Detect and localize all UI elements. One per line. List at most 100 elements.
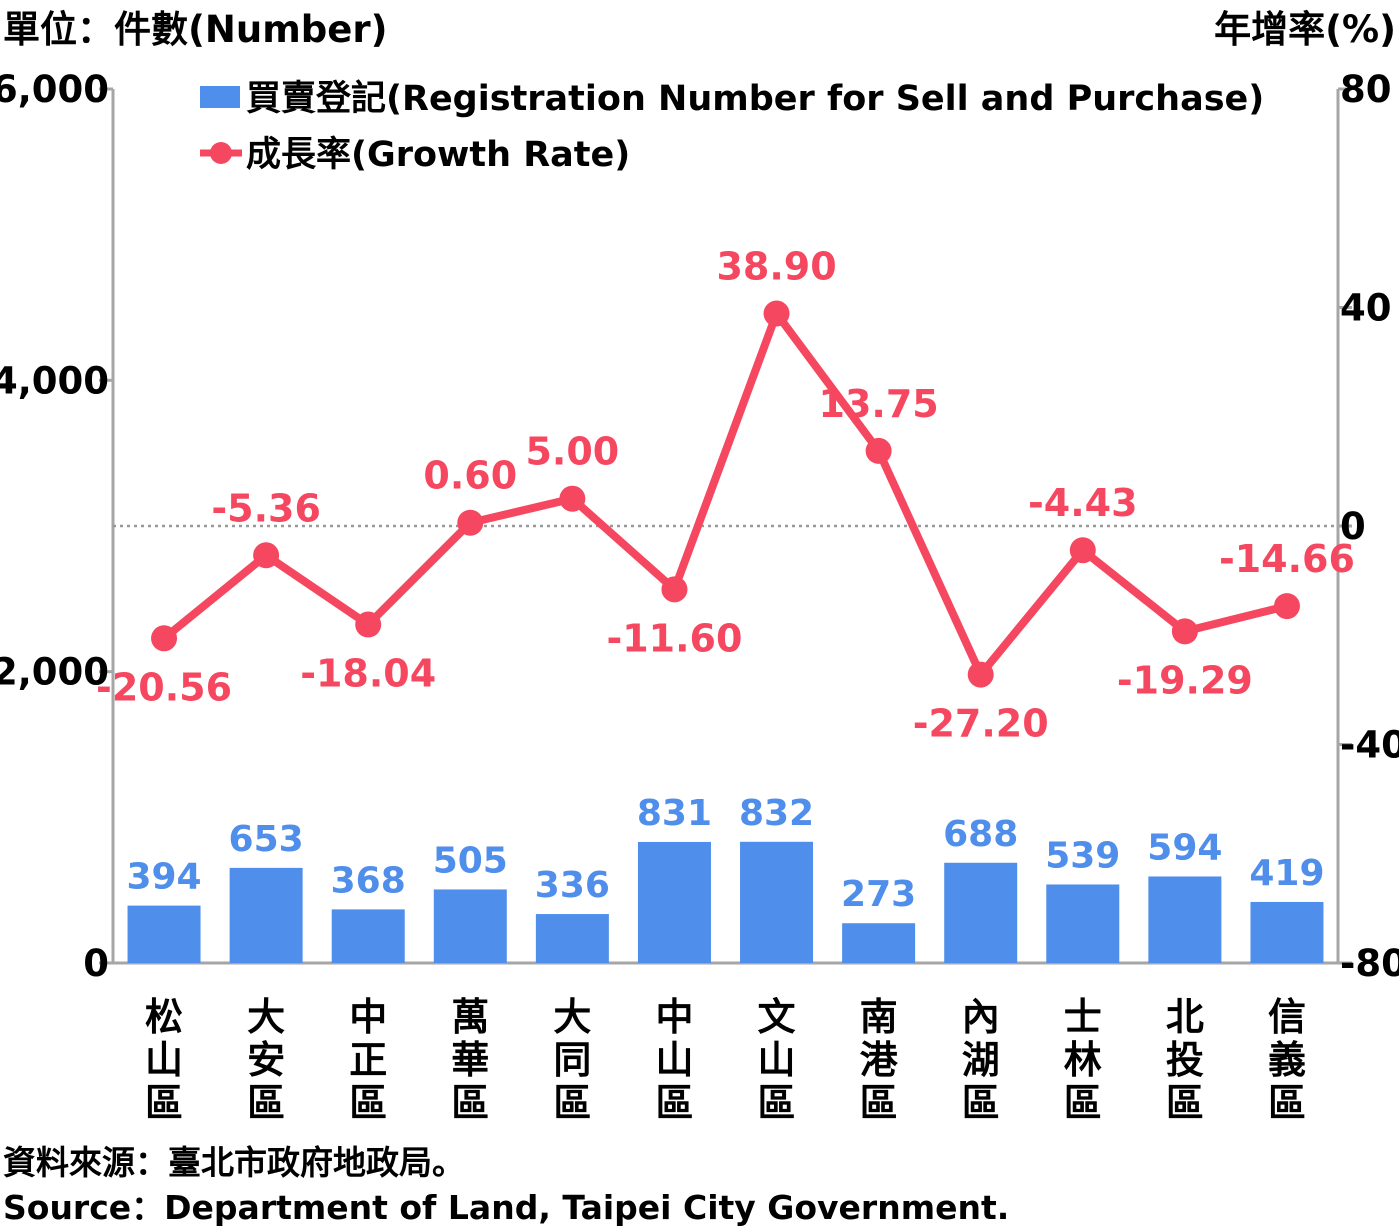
category-label-char: 山 (758, 1038, 796, 1082)
growth-rate-value-label: 0.60 (423, 454, 517, 498)
bar (1148, 876, 1222, 963)
category-label-char: 區 (1166, 1081, 1204, 1125)
legend-bar-label: 買賣登記(Registration Number for Sell and Pu… (246, 79, 1264, 119)
bar (740, 841, 814, 963)
category-label: 大安區 (247, 995, 285, 1125)
category-label: 中正區 (349, 995, 387, 1125)
left-axis-tick-label: 2,000 (0, 651, 109, 694)
legend-bar-swatch (200, 86, 240, 108)
growth-rate-point (763, 300, 790, 327)
category-label-char: 區 (451, 1081, 489, 1125)
category-label: 萬華區 (451, 995, 489, 1125)
right-axis-tick-label: 0 (1340, 505, 1366, 548)
growth-rate-value-label: -5.36 (211, 486, 321, 530)
bar-value-label: 539 (1045, 835, 1120, 876)
growth-rate-point (1069, 537, 1096, 564)
bar-value-label: 832 (739, 793, 814, 834)
source-en: Source：Department of Land, Taipei City G… (3, 1188, 1009, 1227)
axes: 0 2,000 4,000 6,000 -80 -40 0 40 80 (0, 68, 1399, 985)
growth-rate-point (1171, 618, 1198, 645)
category-label-char: 文 (758, 995, 796, 1039)
category-label-char: 港 (860, 1038, 899, 1082)
growth-rate-point (865, 437, 892, 464)
category-label-char: 區 (962, 1081, 1000, 1125)
growth-rate-point (1273, 593, 1300, 620)
growth-rate-point (559, 485, 586, 512)
bar-value-label: 419 (1249, 853, 1324, 894)
growth-rate-value-label: -27.20 (913, 702, 1049, 746)
bar (535, 914, 609, 963)
category-label: 中山區 (655, 995, 693, 1125)
category-label-char: 區 (145, 1081, 183, 1125)
category-label-char: 區 (1268, 1081, 1306, 1125)
category-label: 文山區 (758, 995, 796, 1125)
growth-rate-point (253, 542, 280, 569)
bar (637, 841, 711, 963)
category-label-char: 山 (145, 1038, 183, 1082)
bar-series: 394 653 368 505 336 831 832 273 688 539 594 419 (126, 793, 1325, 963)
category-label: 松山區 (145, 995, 183, 1125)
growth-rate-value-label: -11.60 (606, 616, 742, 660)
source-zh: 資料來源：臺北市政府地政局。 (3, 1143, 465, 1182)
category-label-char: 正 (349, 1038, 387, 1082)
category-label-char: 湖 (962, 1038, 1000, 1082)
category-label-char: 大 (553, 995, 591, 1039)
category-label-char: 區 (247, 1081, 285, 1125)
left-axis-tick-label: 6,000 (0, 68, 109, 111)
category-label-char: 北 (1166, 995, 1204, 1039)
growth-rate-line (161, 309, 1288, 679)
growth-rate-point (661, 576, 688, 603)
bar (944, 862, 1018, 963)
category-label-char: 林 (1064, 1038, 1102, 1082)
category-label-char: 山 (655, 1038, 693, 1082)
growth-rate-point (967, 661, 994, 688)
growth-rate-series: -20.56 -5.36 -18.04 0.605.00 -11.60 38.90 13.7… (96, 245, 1355, 746)
growth-rate-point (355, 611, 382, 638)
category-label-char: 區 (349, 1081, 387, 1125)
category-label-char: 中 (655, 995, 693, 1039)
bar (842, 923, 916, 963)
legend-line-label: 成長率(Growth Rate) (246, 135, 630, 175)
growth-rate-value-label: -19.29 (1117, 658, 1253, 702)
growth-rate-value-label: -20.56 (96, 665, 232, 709)
growth-rate-value-label: 5.00 (525, 430, 619, 474)
bar (1250, 901, 1324, 963)
left-axis-tick-label: 0 (83, 942, 109, 985)
growth-rate-value-label: 13.75 (819, 382, 939, 426)
right-axis-tick-label: -40 (1340, 724, 1399, 767)
right-axis-tick-label: -80 (1340, 942, 1399, 985)
bar (1046, 884, 1120, 963)
category-label-char: 南 (860, 995, 898, 1039)
category-label-char: 大 (247, 995, 285, 1039)
category-label-char: 投 (1166, 1038, 1204, 1082)
bar (229, 867, 303, 963)
growth-rate-point (457, 509, 484, 536)
left-unit-label: 單位：件數(Number) (3, 8, 388, 51)
category-label-char: 區 (860, 1081, 898, 1125)
category-label: 北投區 (1166, 995, 1204, 1125)
bar (331, 909, 405, 963)
category-label-char: 中 (349, 995, 387, 1039)
bar-value-label: 336 (535, 865, 610, 906)
category-label-char: 安 (247, 1038, 285, 1082)
bar-value-label: 594 (1147, 827, 1222, 868)
bar-value-label: 653 (229, 819, 304, 860)
bar-value-label: 831 (637, 793, 712, 834)
category-label-char: 華 (451, 1038, 489, 1082)
growth-rate-value-label: -4.43 (1028, 481, 1138, 525)
category-label: 大同區 (553, 995, 591, 1125)
category-label-char: 信 (1268, 995, 1306, 1039)
category-label-char: 區 (655, 1081, 693, 1125)
category-label-char: 同 (553, 1038, 591, 1082)
right-axis-tick-label: 40 (1340, 287, 1392, 330)
category-label: 內湖區 (962, 995, 1000, 1125)
bar-value-label: 394 (126, 857, 201, 898)
bar-value-label: 688 (943, 814, 1018, 855)
legend: 買賣登記(Registration Number for Sell and Pu… (200, 79, 1264, 175)
category-label-char: 義 (1268, 1038, 1306, 1082)
bar (127, 905, 201, 963)
growth-rate-value-label: -14.66 (1219, 537, 1355, 581)
category-label: 信義區 (1268, 995, 1306, 1125)
